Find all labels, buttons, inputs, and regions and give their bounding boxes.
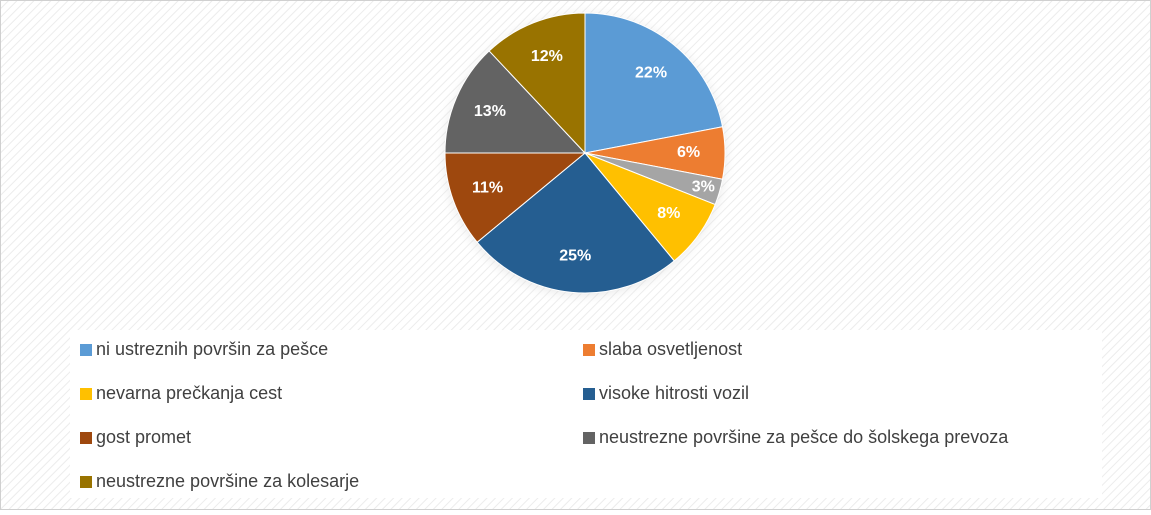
legend-label: slaba osvetljenost <box>599 339 742 359</box>
pie-slice <box>584 12 724 154</box>
legend-swatch <box>583 344 595 356</box>
legend-box <box>70 330 1102 498</box>
legend-label: neustrezne površine za kolesarje <box>96 471 359 491</box>
data-label: 22% <box>635 64 667 81</box>
legend-swatch <box>80 432 92 444</box>
pie-slice <box>444 152 587 243</box>
pie-slice <box>476 152 675 294</box>
legend-swatch <box>80 476 92 488</box>
legend-label: ni ustreznih površin za pešce <box>96 339 328 359</box>
data-label: 25% <box>559 247 591 264</box>
legend-swatch <box>583 432 595 444</box>
data-label: 3% <box>692 179 715 196</box>
legend-label: neustrezne površine za pešce do šolskega… <box>599 427 1009 447</box>
pie-slice <box>444 50 587 154</box>
legend-label: gost promet <box>96 427 191 447</box>
data-label: 8% <box>657 205 680 222</box>
legend-label: nevarna prečkanja cest <box>96 383 282 403</box>
pie-slice <box>488 12 586 155</box>
data-label: 13% <box>474 103 506 120</box>
data-label: 11% <box>472 179 503 196</box>
legend-label: visoke hitrosti vozil <box>599 383 749 403</box>
legend-swatch <box>583 388 595 400</box>
data-label: 6% <box>677 144 700 161</box>
data-label: 12% <box>531 48 563 65</box>
legend-swatch <box>80 388 92 400</box>
legend-swatch <box>80 344 92 356</box>
